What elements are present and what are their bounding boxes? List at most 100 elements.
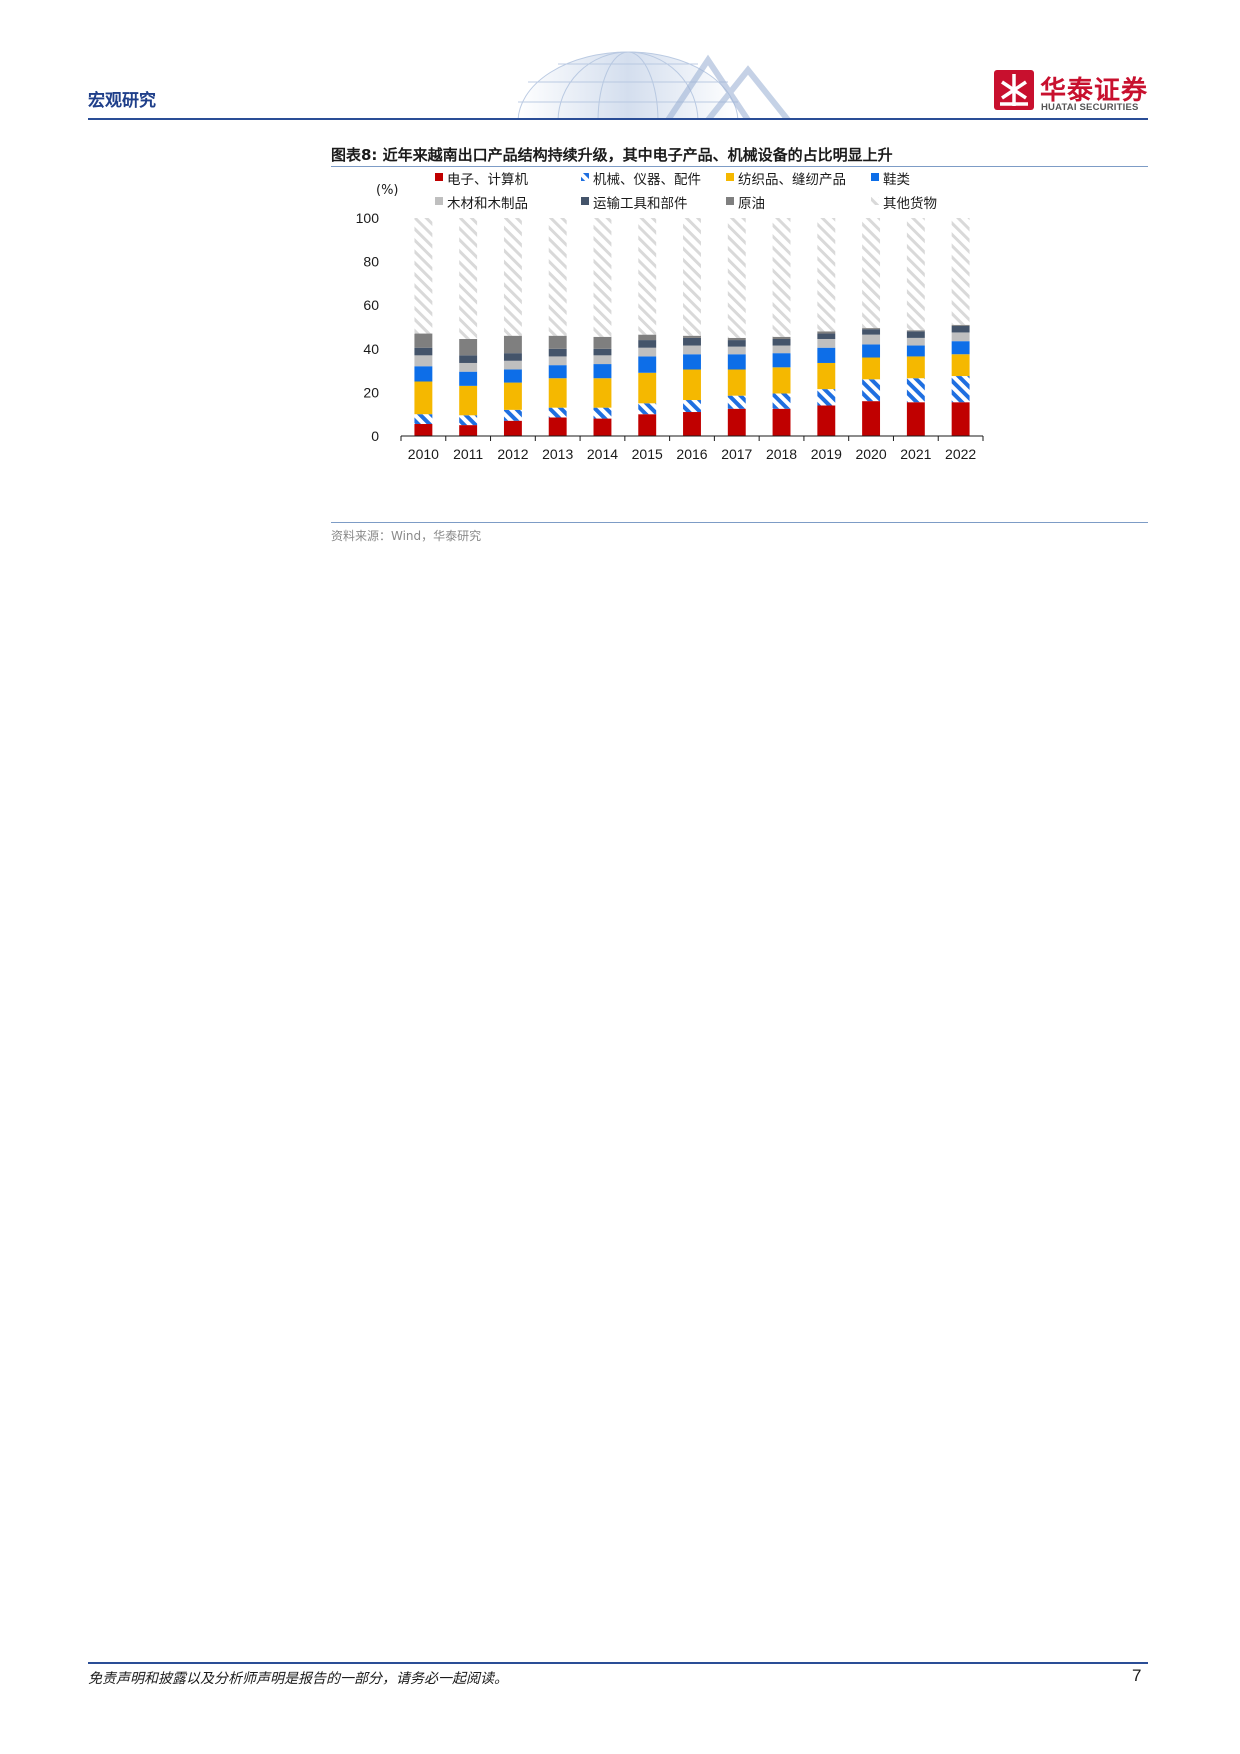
bar-segment [772, 367, 791, 394]
bar-segment [638, 356, 657, 373]
x-tick-label: 2019 [811, 446, 842, 462]
huatai-logo: 华泰证券 HUATAI SECURITIES [994, 70, 1154, 114]
bar-segment [862, 401, 881, 436]
bar-segment [817, 405, 836, 436]
legend-label: 鞋类 [883, 172, 910, 188]
legend-swatch [726, 173, 734, 181]
bar-segment [459, 371, 478, 386]
x-tick-label: 2016 [676, 446, 707, 462]
bar-segment [727, 218, 746, 338]
bar-segment [414, 366, 433, 382]
y-tick-label: 40 [363, 341, 379, 357]
legend-label: 木材和木制品 [447, 196, 528, 212]
figure-source: 资料来源：Wind，华泰研究 [331, 529, 482, 543]
figure-bottom-rule [331, 522, 1148, 523]
bar-segment [772, 218, 791, 337]
bar-segment [683, 354, 701, 370]
bar-segment [548, 218, 567, 336]
bar-segment [414, 218, 433, 334]
bar-segment [817, 331, 836, 334]
x-tick-label: 2014 [587, 446, 618, 462]
bar-segment [906, 345, 925, 357]
bar-segment [593, 336, 612, 349]
bar-segment [548, 356, 567, 366]
bar-segment [951, 218, 970, 325]
bar-segment [593, 378, 612, 408]
bars-group [414, 218, 970, 436]
x-tick-label: 2010 [408, 446, 439, 462]
bar-segment [638, 340, 657, 348]
x-tick-label: 2013 [542, 446, 573, 462]
bar-segment [727, 340, 746, 347]
page-number: 7 [1132, 1666, 1142, 1685]
figure-title: 图表8: 近年来越南出口产品结构持续升级，其中电子产品、机械设备的占比明显上升 [331, 146, 893, 164]
x-axis: 2010 2011 2012 2013 2014 2015 2016 2017 2018 2019… [400, 435, 984, 462]
y-tick-label: 20 [363, 384, 379, 400]
bar-segment [772, 336, 791, 339]
bar-segment [951, 376, 970, 403]
bar-segment [459, 218, 478, 339]
bar-segment [817, 347, 836, 363]
y-axis: 0 20 40 60 80 100 [356, 210, 380, 444]
bar-segment [638, 347, 657, 357]
bar-segment [459, 355, 478, 363]
bar-segment [906, 356, 925, 379]
x-tick-label: 2021 [900, 446, 931, 462]
bar-segment [414, 347, 433, 356]
bar-segment [638, 334, 657, 341]
bar-segment [548, 378, 567, 408]
bar-segment [862, 334, 881, 345]
bar-segment [638, 414, 657, 436]
x-tick-label: 2011 [453, 446, 483, 462]
bar-segment [817, 338, 836, 348]
bar-segment [414, 333, 433, 348]
bar-segment [548, 365, 567, 379]
legend-label: 运输工具和部件 [593, 196, 688, 212]
bar-segment [503, 353, 522, 361]
bar-segment [817, 362, 836, 390]
bar-segment [459, 415, 478, 426]
x-tick-label: 2020 [855, 446, 886, 462]
legend-swatch [435, 173, 443, 181]
bar-segment [772, 408, 791, 436]
bar-segment [862, 328, 881, 330]
bar-segment [772, 393, 791, 409]
bar-segment [638, 218, 657, 335]
bar-segment [459, 425, 478, 436]
bar-segment [906, 331, 925, 338]
bar-segment [862, 218, 881, 329]
x-tick-label: 2012 [497, 446, 528, 462]
y-tick-label: 80 [363, 254, 379, 270]
bar-segment [772, 353, 791, 368]
legend-swatch [435, 197, 443, 205]
huatai-logo-icon [994, 70, 1034, 110]
bar-segment [951, 324, 970, 326]
logo-chinese-name: 华泰证券 [1040, 76, 1149, 106]
y-axis-unit-label: (%) [376, 183, 399, 198]
bar-segment [906, 337, 925, 346]
x-tick-label: 2018 [766, 446, 797, 462]
bar-segment [593, 355, 612, 365]
bar-segment [951, 402, 970, 436]
bar-segment [727, 408, 746, 436]
bar-segment [862, 329, 881, 335]
x-tick-label: 2015 [632, 446, 663, 462]
bar-segment [414, 424, 433, 436]
bar-segment [862, 379, 881, 402]
bar-segment [548, 417, 567, 436]
legend-swatch [581, 173, 589, 181]
footer-disclaimer: 免责声明和披露以及分析师声明是报告的一部分，请务必一起阅读。 [88, 1671, 508, 1687]
x-tick-label: 2022 [945, 446, 976, 462]
footer-divider [88, 1662, 1148, 1664]
bar-segment [638, 403, 657, 415]
legend-label: 电子、计算机 [447, 172, 528, 188]
bar-segment [503, 382, 522, 410]
bar-segment [548, 335, 567, 349]
bar-segment [683, 218, 701, 336]
bar-segment [593, 348, 612, 356]
bar-segment [459, 362, 478, 372]
bar-segment [772, 345, 791, 354]
legend-label: 原油 [738, 196, 765, 212]
